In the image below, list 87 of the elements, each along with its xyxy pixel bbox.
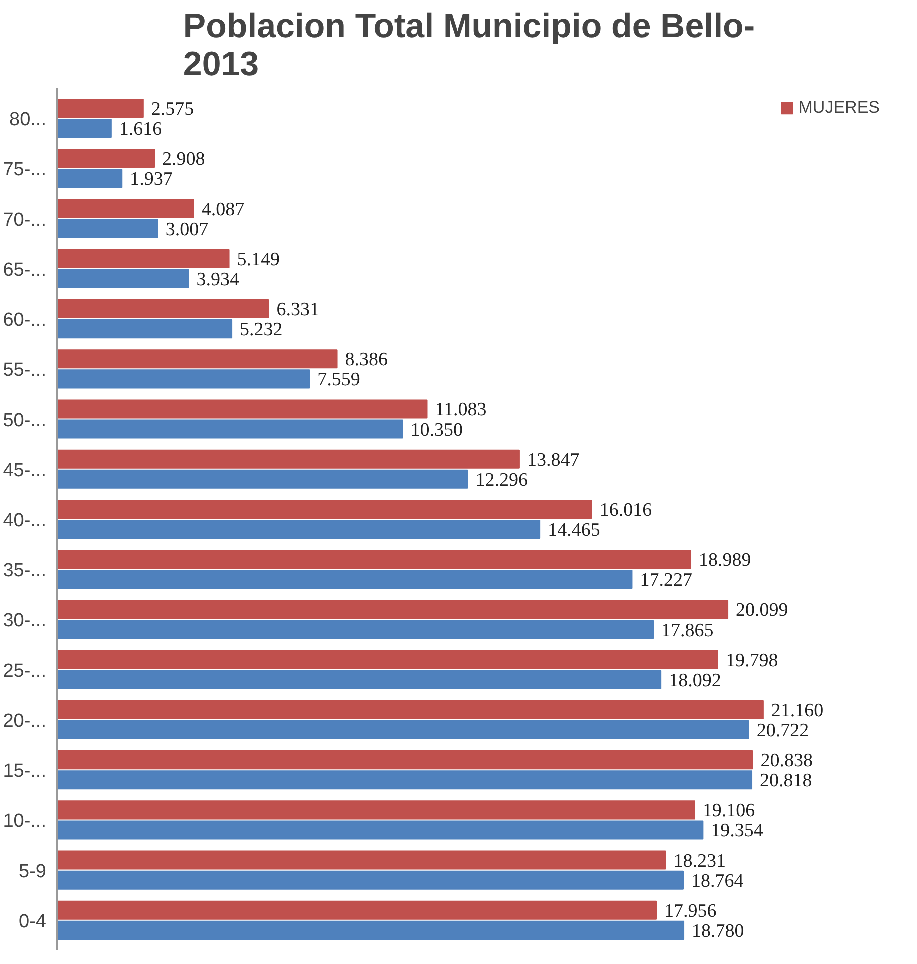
data-label: 3.007 bbox=[166, 219, 209, 240]
bar bbox=[58, 870, 684, 890]
bar bbox=[58, 620, 654, 640]
bar bbox=[58, 650, 718, 670]
data-label: 19.106 bbox=[702, 800, 756, 822]
bar bbox=[58, 450, 520, 469]
data-label: 19.354 bbox=[711, 820, 764, 842]
data-label: 18.764 bbox=[692, 870, 744, 892]
data-label: 18.092 bbox=[669, 670, 722, 692]
data-label: 20.722 bbox=[756, 720, 810, 742]
data-label: 5.149 bbox=[237, 249, 280, 270]
bar bbox=[58, 219, 158, 238]
bar bbox=[58, 400, 428, 419]
data-label: 4.087 bbox=[202, 199, 245, 220]
bar bbox=[58, 99, 144, 118]
bar bbox=[58, 670, 662, 690]
data-label: 6.331 bbox=[276, 300, 320, 321]
bar bbox=[58, 520, 541, 540]
bar bbox=[58, 550, 692, 570]
data-label: 17.956 bbox=[664, 900, 717, 922]
data-label: 2.575 bbox=[151, 99, 194, 120]
data-label: 20.838 bbox=[760, 750, 813, 772]
y-tick-label: 25-... bbox=[3, 660, 47, 682]
data-label: 18.989 bbox=[699, 550, 752, 572]
bar bbox=[58, 420, 404, 439]
legend-label: MUJERES bbox=[798, 98, 880, 118]
bar bbox=[58, 750, 754, 770]
data-label: 1.616 bbox=[119, 119, 162, 140]
y-tick-label: 0-4 bbox=[19, 911, 47, 932]
bar bbox=[58, 570, 633, 590]
bar bbox=[58, 800, 696, 820]
bar bbox=[58, 299, 270, 319]
y-tick-label: 55-... bbox=[3, 360, 47, 382]
data-label: 19.798 bbox=[726, 650, 778, 672]
y-tick-label: 65-... bbox=[3, 260, 47, 281]
y-tick-label: 30-... bbox=[3, 610, 47, 632]
bar bbox=[58, 269, 190, 288]
bar bbox=[58, 500, 592, 519]
data-label: 20.818 bbox=[760, 770, 812, 792]
bar bbox=[58, 900, 658, 920]
data-label: 10.350 bbox=[410, 420, 464, 441]
y-tick-label: 40-... bbox=[3, 510, 47, 532]
y-tick-label: 60-... bbox=[3, 310, 47, 332]
bar bbox=[58, 249, 230, 268]
bar bbox=[58, 470, 468, 489]
y-tick-label: 70-... bbox=[3, 210, 47, 231]
data-label: 18.231 bbox=[674, 850, 726, 872]
data-label: 5.232 bbox=[240, 320, 283, 341]
data-label: 20.099 bbox=[736, 600, 788, 622]
y-tick-label: 35-... bbox=[3, 560, 47, 582]
bar bbox=[58, 199, 194, 218]
data-label: 13.847 bbox=[527, 450, 580, 471]
data-label: 17.227 bbox=[640, 570, 692, 592]
bar bbox=[58, 720, 750, 740]
y-tick-label: 45-... bbox=[3, 460, 47, 482]
bar bbox=[58, 820, 704, 840]
data-label: 12.296 bbox=[476, 470, 528, 491]
y-tick-label: 80... bbox=[10, 110, 47, 131]
y-tick-label: 50-... bbox=[3, 410, 47, 432]
bar bbox=[58, 149, 156, 168]
y-tick-label: 20-... bbox=[3, 710, 47, 732]
y-tick-label: 15-... bbox=[3, 761, 47, 782]
data-label: 14.465 bbox=[548, 520, 600, 542]
bar bbox=[58, 119, 112, 138]
data-label: 1.937 bbox=[130, 169, 173, 190]
data-label: 7.559 bbox=[318, 370, 360, 391]
data-label: 21.160 bbox=[771, 700, 824, 722]
bar bbox=[58, 850, 666, 870]
data-label: 8.386 bbox=[345, 350, 388, 371]
bar bbox=[58, 320, 233, 339]
bar bbox=[58, 169, 123, 188]
data-label: 17.865 bbox=[662, 620, 714, 642]
y-tick-label: 5-9 bbox=[19, 861, 47, 882]
y-tick-label: 10-... bbox=[3, 811, 47, 832]
bar bbox=[58, 700, 764, 720]
bar bbox=[58, 770, 753, 790]
chart-title: Poblacion Total Municipio de Bello- 2013 bbox=[183, 8, 756, 84]
data-label: 16.016 bbox=[600, 500, 652, 521]
y-tick-label: 75-... bbox=[3, 160, 47, 181]
data-label: 11.083 bbox=[435, 400, 487, 421]
data-label: 18.780 bbox=[692, 920, 744, 942]
bar bbox=[58, 920, 685, 940]
data-label: 3.934 bbox=[196, 269, 240, 290]
bar bbox=[58, 350, 338, 369]
bar bbox=[58, 370, 310, 389]
bar bbox=[58, 600, 729, 620]
data-label: 2.908 bbox=[162, 149, 206, 170]
